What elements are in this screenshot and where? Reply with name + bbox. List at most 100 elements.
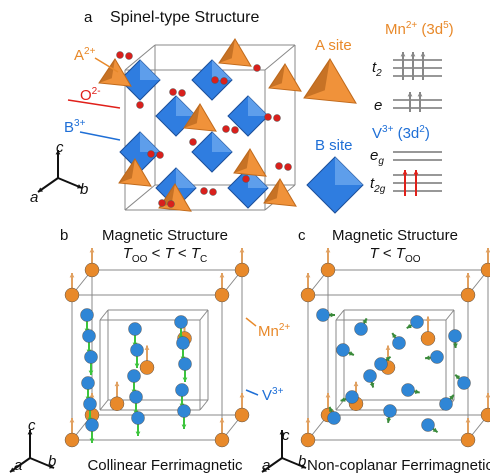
axis-label: b: [298, 453, 306, 470]
tetra-face: [264, 179, 280, 203]
arrowhead: [114, 381, 120, 387]
atom: [264, 113, 272, 121]
atom: [401, 383, 415, 397]
octa-face: [176, 96, 196, 116]
atom: [125, 52, 133, 60]
line: [199, 309, 209, 321]
arrowhead: [385, 356, 391, 362]
atom: [421, 418, 435, 432]
atom: [214, 432, 230, 448]
caption: Non-coplanar Ferrimagnetic: [307, 457, 490, 473]
arrowhead: [262, 467, 267, 472]
line: [94, 57, 119, 73]
atom: [480, 262, 490, 278]
atom: [178, 357, 192, 371]
arrowhead: [38, 187, 43, 192]
tetrahedron: [268, 63, 302, 92]
atom: [178, 89, 186, 97]
tetra-face: [99, 59, 115, 83]
atom: [169, 88, 177, 96]
atom: [85, 418, 99, 432]
line: [445, 309, 455, 321]
config-label: V3+ (3d2): [372, 124, 430, 142]
atom: [200, 187, 208, 195]
arrowhead: [410, 52, 416, 57]
atom: [234, 407, 250, 423]
line: [99, 399, 109, 411]
arrowhead: [328, 406, 334, 412]
arrowhead: [89, 393, 95, 398]
atom: [147, 150, 155, 158]
arrowhead: [425, 355, 430, 361]
arrowhead: [417, 92, 423, 97]
arrowhead: [239, 393, 245, 398]
config-label: Mn2+ (3d5): [385, 20, 454, 38]
atom: [439, 397, 453, 411]
atom: [234, 262, 250, 278]
atom: [300, 287, 316, 303]
level-label: eg: [370, 147, 384, 167]
octa-face: [140, 132, 160, 152]
tetra-face: [219, 39, 235, 63]
panel-label: a: [84, 9, 93, 26]
site-label: A site: [315, 37, 352, 54]
condition: TOO < T < TC: [123, 245, 208, 265]
arrowhead: [10, 467, 15, 472]
panel-title: Magnetic Structure: [332, 227, 458, 244]
ion-label: O2-: [80, 86, 101, 104]
arrowhead: [69, 418, 75, 423]
arrowhead: [453, 343, 458, 348]
line: [245, 317, 257, 327]
ion-label: B3+: [64, 118, 86, 136]
tetrahedron: [303, 58, 357, 104]
arrowhead: [182, 377, 188, 382]
atom: [354, 322, 368, 336]
octa-face: [248, 96, 268, 116]
arrowhead: [400, 52, 406, 57]
arrowhead: [279, 430, 285, 435]
atom: [320, 262, 336, 278]
atom: [80, 308, 94, 322]
atom: [220, 77, 228, 85]
tetrahedron: [233, 148, 267, 177]
line: [124, 44, 156, 71]
axis-label: c: [282, 427, 290, 444]
arrowhead: [425, 316, 431, 321]
atom: [327, 411, 341, 425]
arrowhead: [219, 418, 225, 423]
arrowhead: [455, 374, 461, 380]
atom: [136, 101, 144, 109]
atom: [139, 360, 155, 375]
arrowhead: [362, 318, 367, 324]
atom: [273, 114, 281, 122]
atom: [116, 51, 124, 59]
arrowhead: [325, 393, 331, 398]
atom: [300, 432, 316, 448]
atom: [410, 315, 424, 329]
line: [67, 99, 121, 109]
panel-title: Spinel-type Structure: [110, 9, 260, 26]
arrowhead: [305, 418, 311, 423]
octa-face: [212, 60, 232, 80]
atom: [176, 336, 190, 350]
level-label: t2g: [370, 175, 386, 195]
arrowhead: [407, 92, 413, 97]
atom: [214, 287, 230, 303]
arrowhead: [305, 273, 311, 278]
panel-label: c: [298, 227, 306, 244]
arrowhead: [135, 431, 141, 436]
ion-label: A2+: [74, 46, 96, 64]
arrowhead: [69, 273, 75, 278]
axis-label: c: [56, 139, 64, 156]
octa-face: [212, 132, 232, 152]
arrowhead: [432, 427, 438, 433]
line: [335, 399, 345, 411]
atom: [167, 200, 175, 208]
panel-label: b: [60, 227, 68, 244]
atom: [209, 188, 217, 196]
arrowhead: [77, 184, 82, 189]
octa-face: [140, 60, 160, 80]
arrowhead: [465, 418, 471, 423]
atom: [158, 199, 166, 207]
atom: [392, 336, 406, 350]
